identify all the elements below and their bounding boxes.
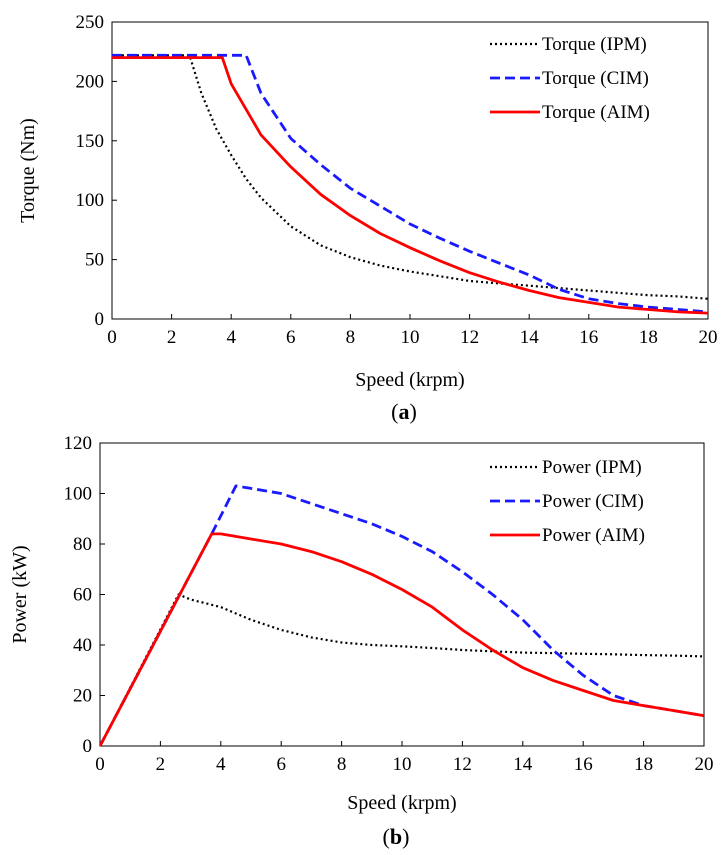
- x-tick-label: 20: [695, 754, 714, 775]
- y-tick-label: 20: [73, 686, 92, 707]
- series-line-dashed: [100, 484, 704, 746]
- y-tick-label: 250: [76, 12, 105, 33]
- series-line-solid: [112, 56, 708, 315]
- panel-caption: (b): [383, 824, 410, 849]
- x-axis-label: Speed (krpm): [355, 369, 464, 391]
- x-tick-label: 4: [226, 327, 236, 348]
- x-tick-label: 6: [276, 754, 286, 775]
- x-tick-label: 10: [401, 327, 420, 348]
- y-tick-label: 100: [76, 190, 105, 211]
- x-tick-label: 16: [574, 754, 593, 775]
- y-tick-label: 120: [64, 433, 93, 454]
- x-tick-label: 0: [95, 754, 105, 775]
- x-tick-label: 8: [337, 754, 347, 775]
- y-tick-label: 200: [76, 71, 105, 92]
- y-tick-label: 40: [73, 635, 92, 656]
- x-tick-label: 8: [346, 327, 356, 348]
- legend-label: Power (IPM): [542, 457, 642, 478]
- legend-label: Torque (AIM): [542, 102, 650, 123]
- x-tick-label: 4: [216, 754, 226, 775]
- x-tick-label: 2: [156, 754, 166, 775]
- legend-label: Power (CIM): [542, 491, 644, 512]
- y-tick-label: 50: [85, 250, 104, 271]
- y-tick-label: 80: [73, 534, 92, 555]
- legend-label: Torque (CIM): [542, 68, 649, 89]
- x-tick-label: 18: [634, 754, 653, 775]
- legend: Power (IPM) Power (CIM) Power (AIM): [490, 457, 645, 546]
- x-tick-label: 10: [393, 754, 412, 775]
- x-tick-label: 14: [520, 327, 540, 348]
- legend-label: Torque (IPM): [542, 34, 647, 55]
- series-line-dotted: [100, 593, 704, 746]
- x-tick-label: 18: [639, 327, 658, 348]
- y-tick-label: 0: [95, 309, 105, 330]
- x-tick-label: 12: [453, 754, 472, 775]
- y-tick-label: 150: [76, 131, 105, 152]
- y-tick-label: 100: [64, 484, 93, 505]
- x-tick-label: 16: [579, 327, 598, 348]
- panel-caption: (a): [391, 399, 417, 424]
- x-tick-label: 12: [460, 327, 479, 348]
- x-tick-label: 2: [167, 327, 177, 348]
- y-tick-label: 0: [83, 736, 93, 757]
- series-line-solid: [100, 532, 704, 746]
- legend: Torque (IPM) Torque (CIM) Torque (AIM): [490, 34, 650, 123]
- y-tick-label: 60: [73, 585, 92, 606]
- y-axis-label: Power (kW): [9, 545, 31, 643]
- x-tick-label: 0: [107, 327, 117, 348]
- chart-b: 0 2 4 6 8 10 12 14 16 18 20 0 20 40 60 80 100 120 Speed (k…: [9, 433, 714, 849]
- x-axis-label: Speed (krpm): [347, 792, 456, 814]
- legend-label: Power (AIM): [542, 525, 645, 546]
- series-line-dotted: [112, 54, 708, 300]
- plot-frame: [111, 21, 709, 320]
- x-tick-label: 14: [513, 754, 533, 775]
- x-tick-label: 20: [699, 327, 718, 348]
- series-line-dashed: [112, 53, 708, 314]
- x-tick-label: 6: [286, 327, 296, 348]
- y-axis-label: Torque (Nm): [17, 118, 39, 223]
